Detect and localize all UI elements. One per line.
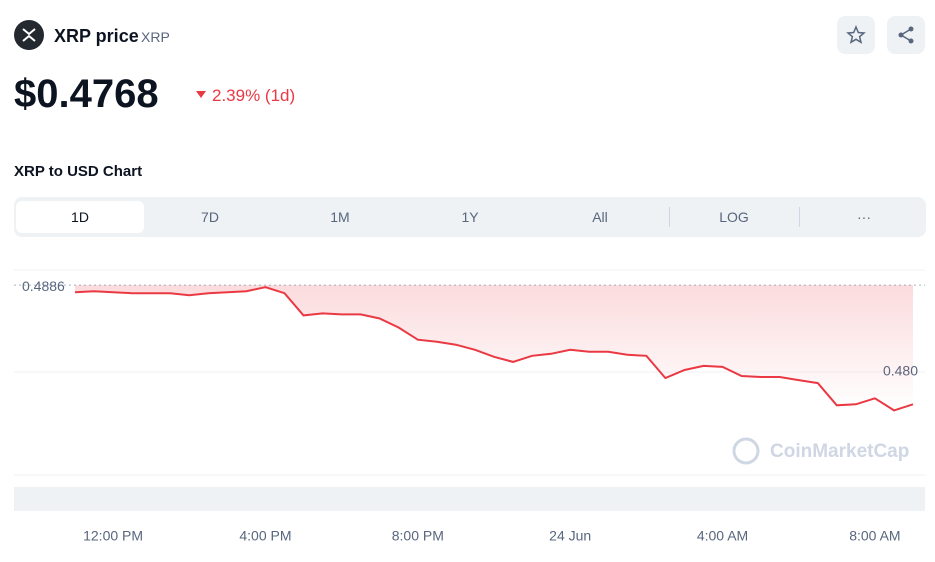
x-tick-label: 12:00 PM bbox=[83, 528, 143, 544]
coin-logo bbox=[14, 20, 44, 50]
price: $0.4768 bbox=[14, 72, 159, 116]
price-change: 2.39% (1d) bbox=[212, 86, 296, 105]
x-tick-label: 24 Jun bbox=[549, 528, 591, 544]
watermark: CoinMarketCap bbox=[770, 441, 909, 462]
separator bbox=[669, 207, 670, 227]
watermark-logo bbox=[732, 437, 760, 465]
share-button[interactable] bbox=[887, 16, 925, 54]
x-tick-label: 4:00 PM bbox=[239, 528, 291, 544]
range-tab[interactable]: 1Y bbox=[461, 209, 479, 225]
range-tab[interactable]: LOG bbox=[719, 209, 749, 225]
reference-label: 0.4886 bbox=[22, 278, 65, 294]
down-arrow bbox=[196, 91, 206, 98]
x-tick-label: 8:00 AM bbox=[849, 528, 900, 544]
range-tab[interactable]: ··· bbox=[857, 209, 871, 225]
range-tab[interactable]: All bbox=[592, 209, 608, 225]
coin-name: XRP price bbox=[54, 26, 139, 46]
x-tick-label: 4:00 AM bbox=[697, 528, 748, 544]
range-tab[interactable]: 1D bbox=[16, 201, 144, 233]
separator bbox=[799, 207, 800, 227]
range-tab[interactable]: 1M bbox=[330, 209, 350, 225]
area bbox=[75, 285, 913, 411]
volume-area bbox=[14, 487, 925, 511]
range-tab[interactable]: 7D bbox=[201, 209, 219, 225]
x-tick-label: 8:00 PM bbox=[392, 528, 444, 544]
chart-title: XRP to USD Chart bbox=[14, 163, 143, 180]
coin-symbol: XRP bbox=[141, 29, 170, 45]
range-tabs: 1D 7D 1M 1Y All LOG ··· bbox=[14, 197, 926, 237]
price-line bbox=[74, 286, 914, 412]
watchlist-button[interactable] bbox=[837, 16, 875, 54]
